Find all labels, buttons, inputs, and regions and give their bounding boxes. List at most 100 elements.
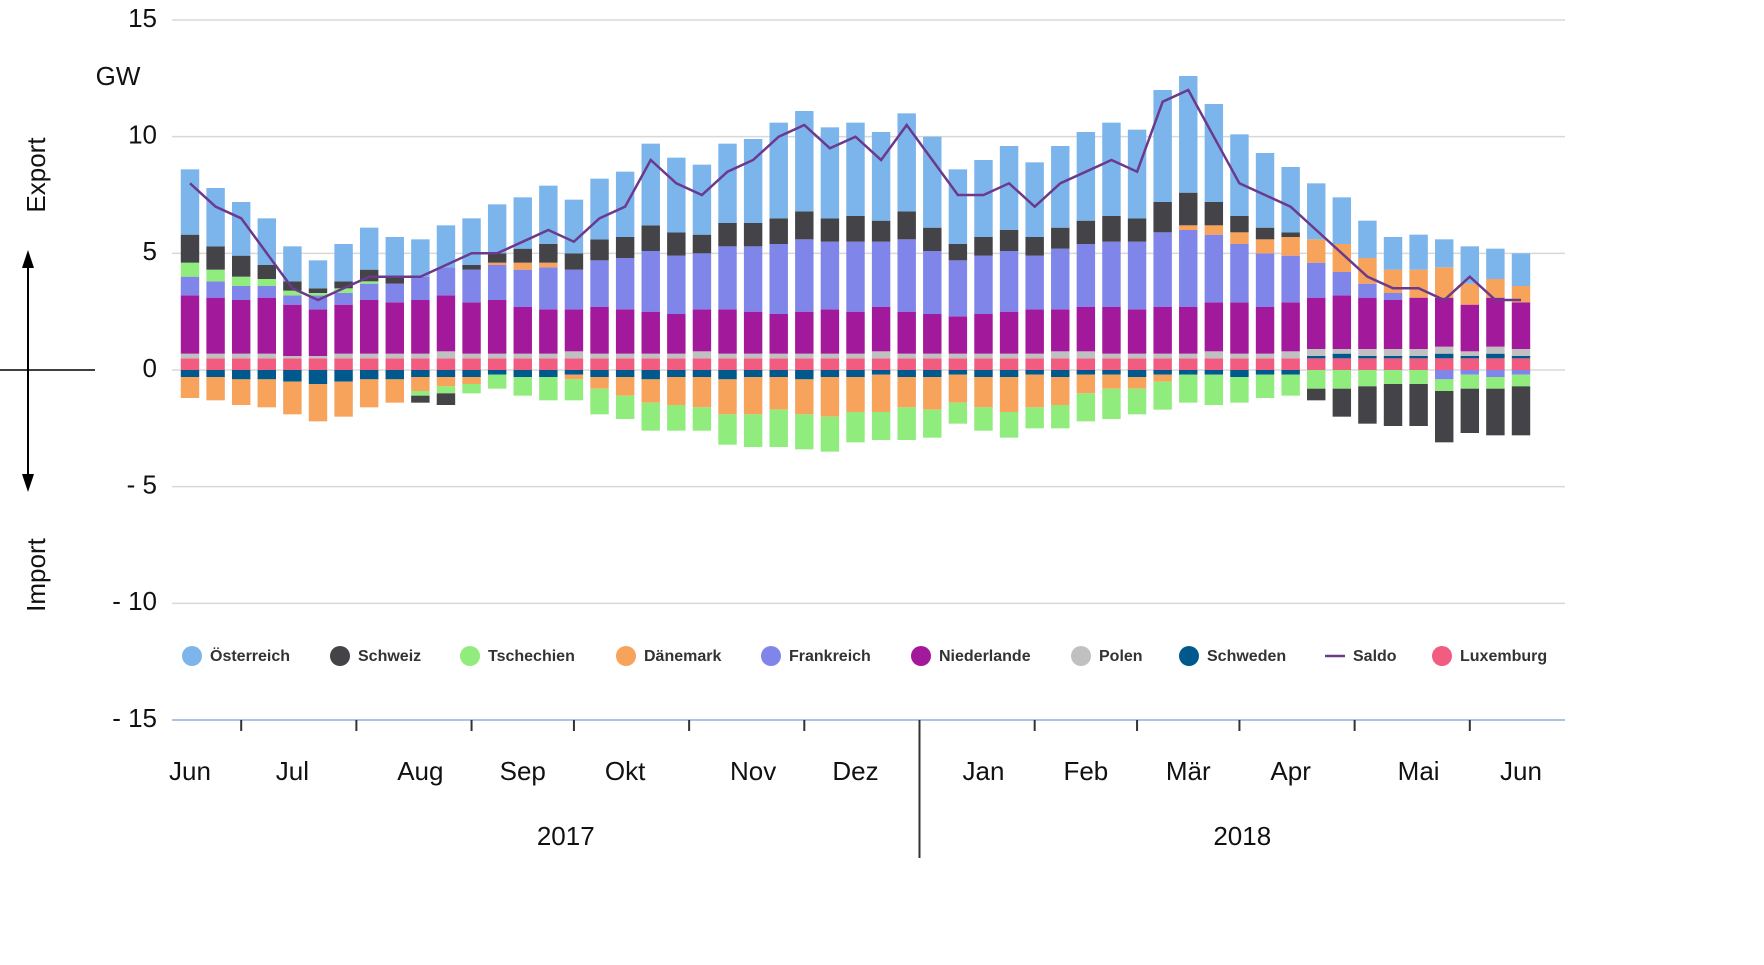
bar-segment <box>513 370 532 377</box>
bar-segment <box>1281 370 1300 375</box>
bar-segment <box>564 269 584 310</box>
bar-segment <box>846 377 865 412</box>
legend-label: Schweden <box>1207 648 1286 665</box>
bar-segment <box>334 281 353 289</box>
bar-segment <box>487 374 507 389</box>
bar-segment <box>1281 167 1300 233</box>
bar-segment <box>590 370 609 377</box>
bar-segment <box>948 353 968 359</box>
bar-segment <box>539 353 558 359</box>
bar-segment <box>1307 262 1326 298</box>
bar-segment <box>206 188 225 247</box>
bar-segment <box>180 370 200 377</box>
bar-segment <box>590 358 609 370</box>
bar-segment <box>1332 349 1352 354</box>
bar-segment <box>1102 370 1121 375</box>
bar-segment <box>1230 377 1249 403</box>
bar-segment <box>948 169 968 244</box>
x-tick-label: Sep <box>500 756 546 786</box>
legend-label: Frankreich <box>789 648 871 665</box>
bar-segment <box>231 286 251 300</box>
bar-segment <box>1102 358 1121 370</box>
bar-segment <box>513 197 532 249</box>
x-tick-label: Mär <box>1166 756 1211 786</box>
bar-segment <box>974 353 993 359</box>
bar-segment <box>385 370 404 380</box>
bar-segment <box>1025 309 1044 354</box>
bar-segment <box>667 232 686 256</box>
bar-segment <box>1153 307 1172 354</box>
bar-segment <box>846 358 865 370</box>
bar-segment <box>1102 374 1121 389</box>
bar-segment <box>999 230 1019 251</box>
bar-segment <box>846 241 865 312</box>
bar-segment <box>590 239 609 261</box>
bar-segment <box>1281 232 1300 237</box>
bar-segment <box>1307 297 1326 349</box>
bar-segment <box>1434 379 1454 391</box>
bar-segment <box>1025 353 1044 359</box>
bar-segment <box>1486 358 1505 370</box>
bar-segment <box>1358 297 1377 349</box>
bar-segment <box>769 370 788 377</box>
bar-segment <box>231 358 251 370</box>
legend-marker <box>460 646 480 666</box>
bar-segment <box>1409 356 1428 359</box>
bar-segment <box>1230 370 1249 377</box>
y-tick-label: 0 <box>143 353 157 383</box>
bar-segment <box>667 377 686 405</box>
bar-segment <box>871 132 891 221</box>
bar-segment <box>1383 358 1403 370</box>
bar-segment <box>513 262 532 270</box>
bar-segment <box>1255 307 1275 354</box>
bar-segment <box>1204 358 1224 370</box>
bar-segment <box>1204 104 1224 202</box>
y-tick-label: 10 <box>128 120 157 150</box>
bar-segment <box>1358 358 1377 370</box>
bar-segment <box>974 314 993 354</box>
bar-segment <box>180 358 200 370</box>
import-label: Import <box>21 537 51 611</box>
bar-segment <box>1358 220 1377 258</box>
bar-segment <box>1179 374 1198 403</box>
legend-label: Luxemburg <box>1460 648 1547 665</box>
bar-segment <box>1434 358 1454 370</box>
bar-segment <box>846 122 865 216</box>
x-tick-label: Okt <box>605 756 646 786</box>
bar-segment <box>1127 218 1147 242</box>
bar-segment <box>718 358 737 370</box>
bar-segment <box>871 220 891 242</box>
bar-segment <box>334 293 353 305</box>
bar-segment <box>1332 358 1352 370</box>
bar-segment <box>923 358 942 370</box>
bar-segment <box>692 370 712 377</box>
bar-segment <box>1307 358 1326 370</box>
bar-segment <box>1486 377 1505 389</box>
bar-segment <box>743 223 763 247</box>
bar-segment <box>923 377 942 410</box>
bar-segment <box>334 370 353 382</box>
bar-segment <box>820 127 840 219</box>
bar-segment <box>1383 237 1403 270</box>
legend-marker <box>911 646 931 666</box>
bar-segment <box>1025 370 1044 375</box>
bar-segment <box>1179 370 1198 375</box>
bar-segment <box>1255 370 1275 375</box>
bar-segment <box>1051 405 1070 429</box>
bar-segment <box>539 244 558 263</box>
bar-segment <box>180 377 200 398</box>
bar-segment <box>590 353 609 359</box>
export-label: Export <box>21 137 51 213</box>
bar-segment <box>1255 227 1275 240</box>
bar-segment <box>923 409 942 438</box>
bar-segment <box>718 379 737 415</box>
bar-segment <box>1127 353 1147 359</box>
bar-segment <box>411 370 430 377</box>
bar-segment <box>615 237 635 258</box>
bar-segment <box>1179 358 1198 370</box>
bar-segment <box>436 295 456 352</box>
bar-segment <box>564 358 584 370</box>
bar-segment <box>1076 307 1096 352</box>
bar-segment <box>1204 374 1224 405</box>
